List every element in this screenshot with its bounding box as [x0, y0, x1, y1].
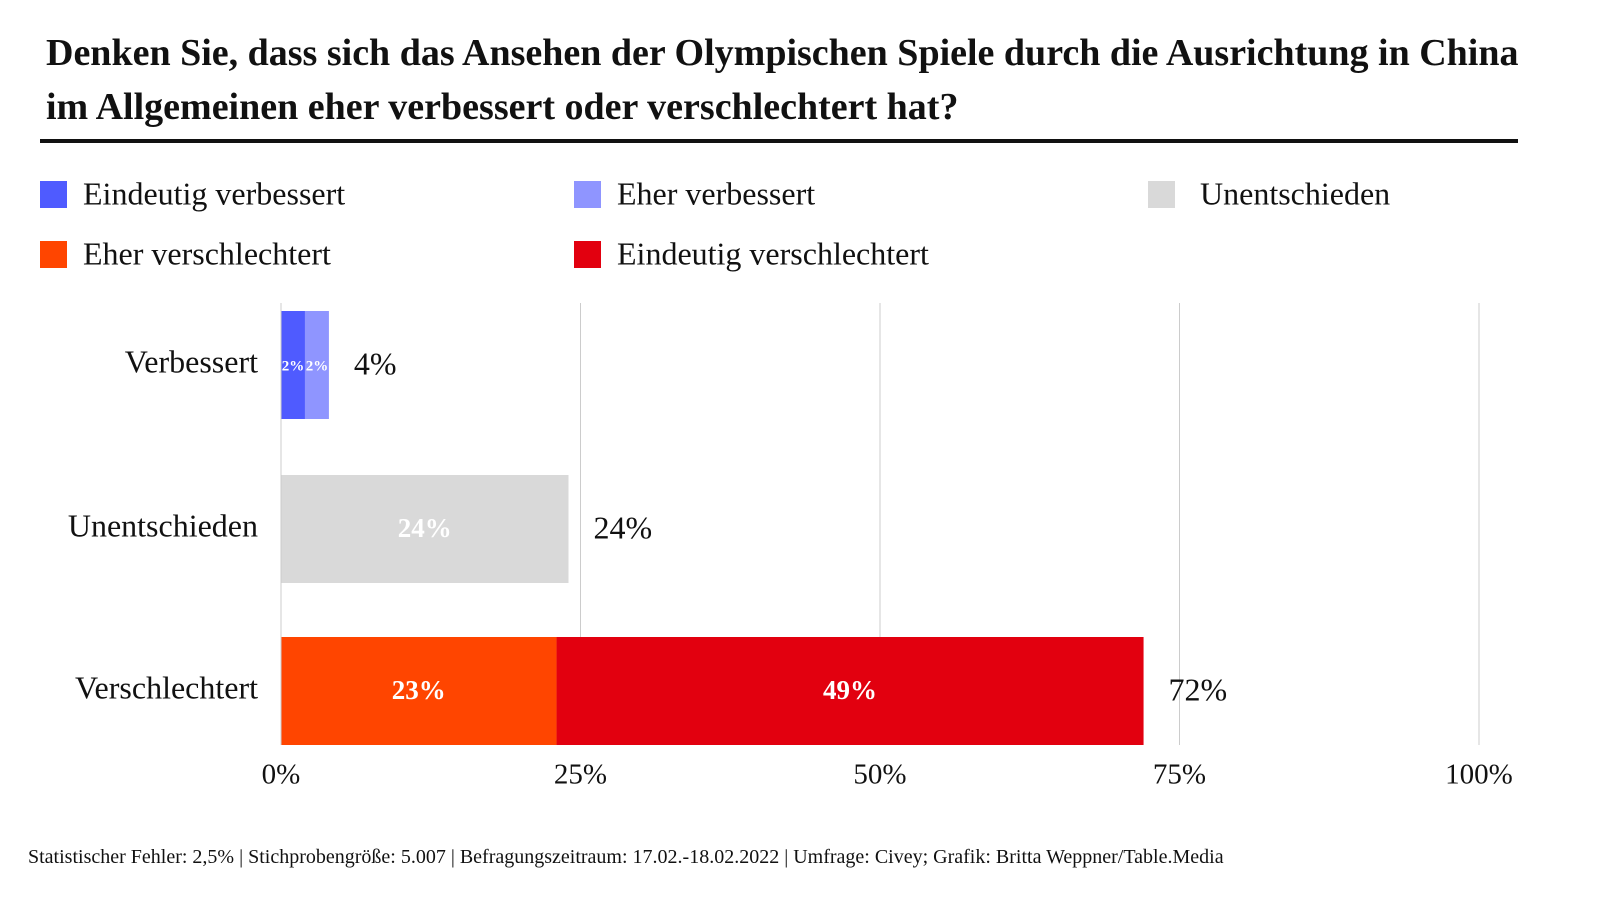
total-label: 24%	[594, 509, 653, 545]
total-label: 72%	[1169, 671, 1228, 707]
segment-label: 2%	[282, 358, 305, 374]
legend-label: Eindeutig verbessert	[83, 175, 345, 211]
source-note: Statistischer Fehler: 2,5% | Stichproben…	[28, 846, 1224, 868]
legend-swatch	[40, 181, 67, 208]
legend-label: Unentschieden	[1200, 175, 1390, 211]
segment-label: 2%	[306, 358, 329, 374]
x-tick-label: 100%	[1445, 759, 1513, 791]
legend-label: Eindeutig verschlechtert	[617, 235, 929, 271]
legend-label: Eher verbessert	[617, 175, 815, 211]
bar-segment	[281, 637, 557, 745]
x-tick-label: 50%	[853, 759, 906, 791]
bar-segment	[556, 637, 1144, 745]
category-label: Verbessert	[125, 343, 258, 379]
legend-swatch	[574, 181, 601, 208]
category-label: Unentschieden	[68, 507, 258, 543]
x-tick-label: 25%	[554, 759, 607, 791]
legend-swatch	[1148, 181, 1175, 208]
segment-label: 24%	[398, 513, 452, 543]
category-label: Verschlechtert	[75, 669, 258, 705]
legend-swatch	[40, 241, 67, 268]
legend-label: Eher verschlechtert	[83, 235, 331, 271]
bar-segment	[304, 311, 329, 419]
bar-segment	[281, 311, 305, 419]
bar-segment	[281, 475, 569, 583]
chart-title: Denken Sie, dass sich das Ansehen der Ol…	[46, 32, 1519, 128]
x-tick-label: 0%	[262, 759, 301, 791]
segment-label: 49%	[823, 675, 877, 705]
total-label: 4%	[354, 345, 397, 381]
x-tick-label: 75%	[1153, 759, 1206, 791]
segment-label: 23%	[392, 675, 446, 705]
title-rule	[40, 139, 1518, 143]
legend-swatch	[574, 241, 601, 268]
